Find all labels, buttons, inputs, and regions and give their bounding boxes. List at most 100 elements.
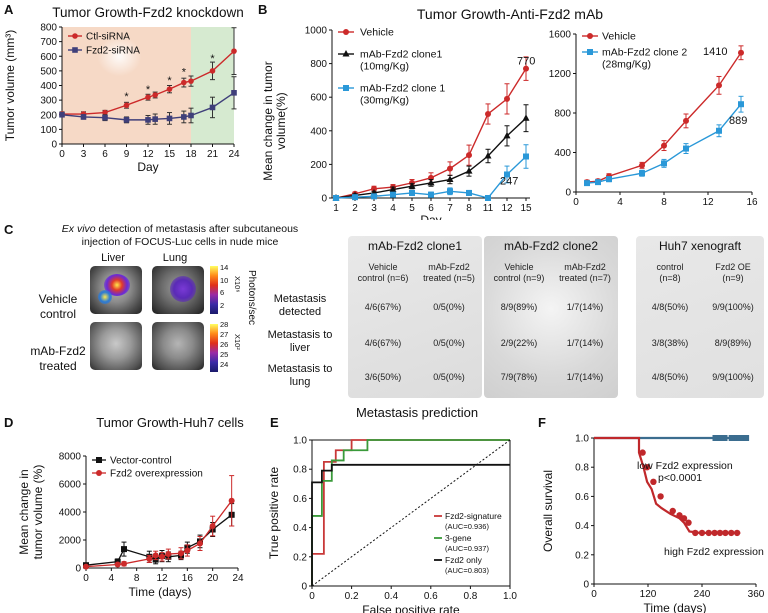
table-cell: 1/7(14%) — [566, 302, 604, 312]
x-tick-label: 4 — [390, 203, 396, 214]
y-tick-label: 4000 — [59, 508, 82, 519]
x-tick-label: 16 — [746, 197, 758, 208]
column-subheader: Vehicle control (n=9) — [493, 262, 545, 283]
y-tick-label: 0.4 — [293, 523, 307, 534]
y-tick-label: 2000 — [59, 536, 82, 547]
table-cell: 7/9(78%) — [500, 372, 538, 382]
survival-curve — [594, 436, 741, 534]
x-tick-label: 18 — [185, 149, 197, 160]
legend-label: Fzd2 overexpression — [110, 469, 203, 480]
series-line — [85, 514, 233, 566]
censor-mark — [711, 529, 718, 537]
x-tick-label: 15 — [520, 203, 532, 214]
y-axis-label: Tumor volume (mm³) — [3, 30, 17, 142]
data-point — [485, 195, 491, 201]
y-tick-label: 400 — [310, 126, 327, 137]
colorbar-top-ticks: 14 10 6 2 — [220, 263, 229, 310]
y-tick-label: 400 — [40, 81, 57, 92]
x-tick-label: 1.0 — [503, 591, 517, 602]
legend-label: mAb-Fzd2 clone 2 — [602, 47, 687, 59]
data-point — [503, 131, 511, 139]
y-tick-label: 8000 — [59, 452, 82, 463]
image-vehicle-lung — [152, 266, 204, 314]
legend-marker — [343, 29, 349, 35]
x-tick-label: 8 — [466, 203, 472, 214]
data-point — [102, 114, 108, 121]
legend-label: Vehicle — [602, 31, 636, 43]
data-point — [121, 546, 127, 553]
table-cell: 4/8(50%) — [651, 302, 689, 312]
x-axis-label: Day — [420, 213, 441, 220]
x-tick-label: 1 — [333, 203, 339, 214]
y-tick-label: 1.0 — [293, 436, 307, 447]
data-point — [504, 171, 510, 178]
data-point — [181, 79, 187, 86]
colorbar-top — [210, 266, 218, 314]
chance-line — [311, 439, 511, 587]
image-treated-lung — [152, 322, 204, 370]
colorbar-top-unit: X10⁶ — [233, 276, 242, 293]
caption-italic: Ex vivo — [61, 223, 96, 235]
x-tick-label: 9 — [124, 149, 130, 160]
data-point — [209, 68, 216, 74]
x-tick-label: 0 — [309, 591, 315, 602]
group-box-clone1 — [348, 236, 482, 398]
data-point — [639, 449, 646, 456]
table-cell: 1/7(14%) — [566, 372, 604, 382]
data-point — [352, 194, 358, 201]
data-point — [738, 101, 744, 108]
colorbar-bottom — [210, 324, 218, 372]
x-tick-label: 8 — [661, 197, 667, 208]
data-point — [661, 142, 667, 149]
column-subheader: mAb-Fzd2 treated (n=5) — [423, 262, 475, 283]
panel-D-chart: Tumor Growth-Huh7 cells 0 4 8 12 16 20 24 0 2000 4… — [17, 415, 244, 599]
image-vehicle-liver — [90, 266, 142, 314]
chart-title: Tumor Growth-Fzd2 knockdown — [52, 5, 244, 20]
data-point — [428, 191, 434, 198]
censor-mark — [743, 435, 750, 441]
censor-mark — [698, 529, 706, 537]
y-tick-label: 800 — [310, 59, 327, 70]
data-point — [522, 114, 530, 121]
censor-mark — [722, 529, 729, 537]
x-tick-label: 6 — [428, 203, 434, 214]
row-label: Metastasis to liver — [267, 329, 333, 354]
censor-mark — [692, 529, 699, 537]
y-tick-label: 0.8 — [575, 463, 589, 474]
x-tick-label: 16 — [182, 573, 194, 584]
data-point — [639, 170, 645, 177]
data-point — [188, 78, 194, 84]
table-cell: 2/9(22%) — [500, 338, 538, 348]
data-point — [145, 117, 151, 123]
col-liver: Liver — [101, 252, 125, 264]
caption-line2: injection of FOCUS-Luc cells in nude mic… — [81, 236, 279, 248]
chart-title: Metastasis prediction — [356, 405, 478, 420]
y-tick-label: 700 — [40, 37, 57, 48]
y-tick-label: 600 — [40, 52, 57, 63]
data-point — [606, 176, 612, 183]
data-point — [228, 497, 235, 504]
roc-curve — [311, 439, 510, 586]
table-cell: 8/9(89%) — [500, 302, 538, 312]
x-tick-label: 120 — [640, 589, 657, 600]
data-point — [123, 102, 130, 109]
data-point — [231, 90, 237, 96]
data-point — [184, 547, 191, 554]
table-cell: 0/5(0%) — [433, 372, 465, 382]
data-point — [669, 507, 676, 515]
x-tick-label: 360 — [748, 589, 765, 600]
panel-letter-A: A — [4, 2, 14, 17]
censor-mark — [717, 435, 724, 441]
x-tick-label: 4 — [617, 197, 623, 208]
colorbar-label: Photons/sec — [246, 270, 257, 326]
data-point — [680, 515, 688, 522]
row-label: Metastasis to lung — [267, 363, 333, 388]
image-treated-liver — [90, 322, 142, 370]
row-treated-label: mAb-Fzd2 treated — [30, 344, 86, 373]
annotation: high Fzd2 expression — [664, 546, 764, 558]
data-point — [114, 561, 121, 568]
data-point — [152, 552, 159, 559]
legend-marker — [72, 33, 78, 39]
x-tick-label: 8 — [134, 573, 140, 584]
data-point — [178, 550, 184, 557]
